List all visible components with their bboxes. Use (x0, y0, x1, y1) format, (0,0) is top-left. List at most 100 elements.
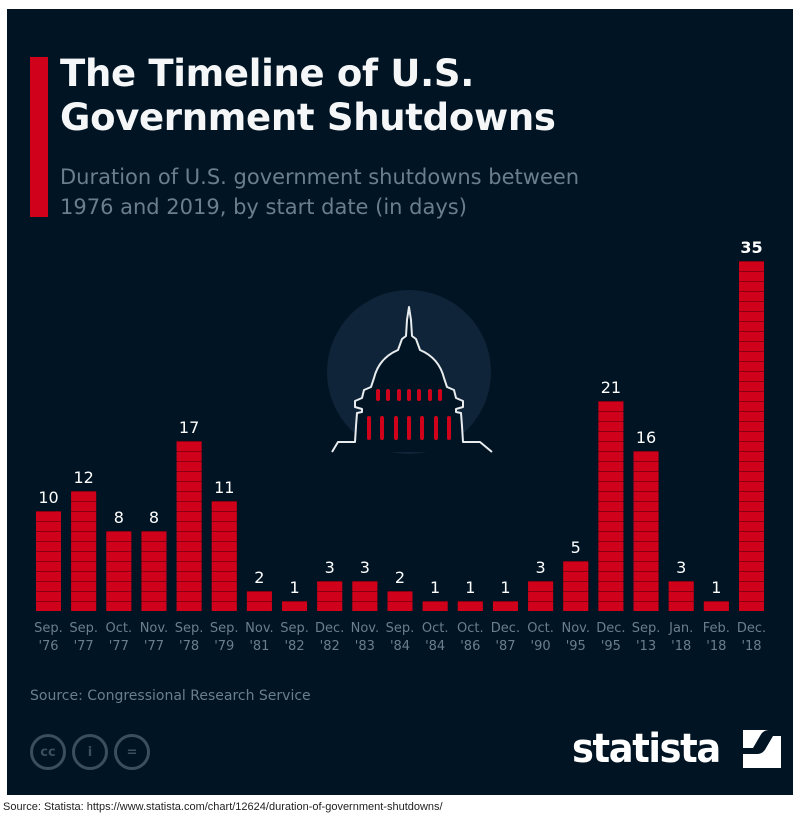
bar-segment (739, 582, 764, 591)
page-source-caption: Source: Statista: https://www.statista.c… (3, 801, 443, 813)
bar-segment (106, 572, 132, 581)
bar-segment (36, 552, 61, 561)
bar-segment (633, 472, 659, 481)
x-tick-year: '77 (74, 639, 94, 654)
bar-segment (36, 512, 61, 521)
x-tick-year: '18 (741, 639, 761, 654)
bar-segment (633, 482, 659, 491)
bar-segment (71, 562, 97, 571)
value-label: 8 (149, 508, 159, 527)
bar-segment (211, 562, 237, 571)
attribution-icon[interactable]: i (72, 734, 108, 770)
x-tick-year: '13 (636, 639, 656, 654)
bar-segment (282, 602, 308, 611)
bar-segment (739, 562, 764, 571)
bar-segment (106, 552, 132, 561)
bar-segment (36, 582, 61, 591)
bar-segment (246, 602, 272, 611)
x-tick-year: '76 (38, 639, 58, 654)
value-label: 16 (636, 428, 656, 447)
bar-segment (739, 342, 764, 351)
bar-segment (176, 582, 202, 591)
bar-segment (211, 512, 237, 521)
bar-segment (633, 552, 659, 561)
bar-segment (352, 602, 378, 611)
bar (36, 511, 61, 611)
bar-segment (317, 582, 343, 591)
value-label: 5 (571, 538, 581, 557)
bar-segment (598, 522, 624, 531)
bar (176, 441, 202, 611)
bar-segment (598, 562, 624, 571)
bar-segment (633, 512, 659, 521)
bar-segment (598, 432, 624, 441)
bar-segment (633, 602, 659, 611)
value-label: 8 (114, 508, 124, 527)
x-tick-month: Sep. (69, 621, 98, 636)
bar-segment (106, 602, 132, 611)
value-label: 3 (360, 558, 370, 577)
x-tick-month: Sep. (386, 621, 415, 636)
bar-segment (633, 502, 659, 511)
bar (598, 401, 624, 611)
x-tick-year: '83 (355, 639, 375, 654)
bar-segment (176, 462, 202, 471)
brand-name: statista (572, 726, 721, 772)
bar (141, 531, 167, 611)
statista-logo-icon (742, 730, 781, 768)
bar-segment (71, 592, 97, 601)
bar-segment (176, 442, 202, 451)
bar-segment (176, 512, 202, 521)
x-tick-month: Oct. (422, 621, 449, 636)
bar-segment (36, 542, 61, 551)
bar (703, 601, 729, 611)
bar-segment (598, 572, 624, 581)
bar-segment (739, 602, 764, 611)
bar-segment (387, 602, 413, 611)
bar-segment (71, 582, 97, 591)
bar-segment (739, 472, 764, 481)
value-label: 2 (254, 568, 264, 587)
title-line-1: The Timeline of U.S. (60, 52, 475, 95)
x-tick-year: '78 (179, 639, 199, 654)
value-label: 3 (676, 558, 686, 577)
x-tick-month: Sep. (280, 621, 309, 636)
value-label: 11 (214, 478, 234, 497)
bar-segment (211, 502, 237, 511)
statista-logo[interactable]: statista (572, 726, 781, 772)
bar-segment (106, 562, 132, 571)
x-tick-month: Sep. (175, 621, 204, 636)
cc-icon[interactable]: cc (30, 734, 66, 770)
bar (492, 601, 518, 611)
bar-segment (739, 522, 764, 531)
x-tick-year: '84 (425, 639, 445, 654)
bar-segment (352, 582, 378, 591)
bar-segment (739, 462, 764, 471)
bar (422, 601, 448, 611)
bar-segment (317, 592, 343, 601)
bar-segment (598, 542, 624, 551)
bar-segment (739, 512, 764, 521)
bars-group (36, 261, 764, 611)
bar-segment (563, 582, 589, 591)
bar-segment (176, 592, 202, 601)
bar-segment (668, 602, 694, 611)
bar-segment (141, 602, 167, 611)
bar-segment (633, 452, 659, 461)
bar-segment (176, 532, 202, 541)
bar-segment (739, 352, 764, 361)
value-label: 35 (740, 238, 762, 257)
bar-segment (739, 442, 764, 451)
value-label: 1 (289, 578, 299, 597)
x-tick-year: '87 (495, 639, 515, 654)
bar-segment (211, 522, 237, 531)
no-derivatives-icon[interactable]: = (114, 734, 150, 770)
bar-segment (71, 492, 97, 501)
bar-segment (739, 592, 764, 601)
bar-segment (739, 532, 764, 541)
bar-segment (176, 542, 202, 551)
bar-segment (633, 592, 659, 601)
bar-segment (71, 522, 97, 531)
bar-segment (106, 582, 132, 591)
bar-segment (563, 562, 589, 571)
